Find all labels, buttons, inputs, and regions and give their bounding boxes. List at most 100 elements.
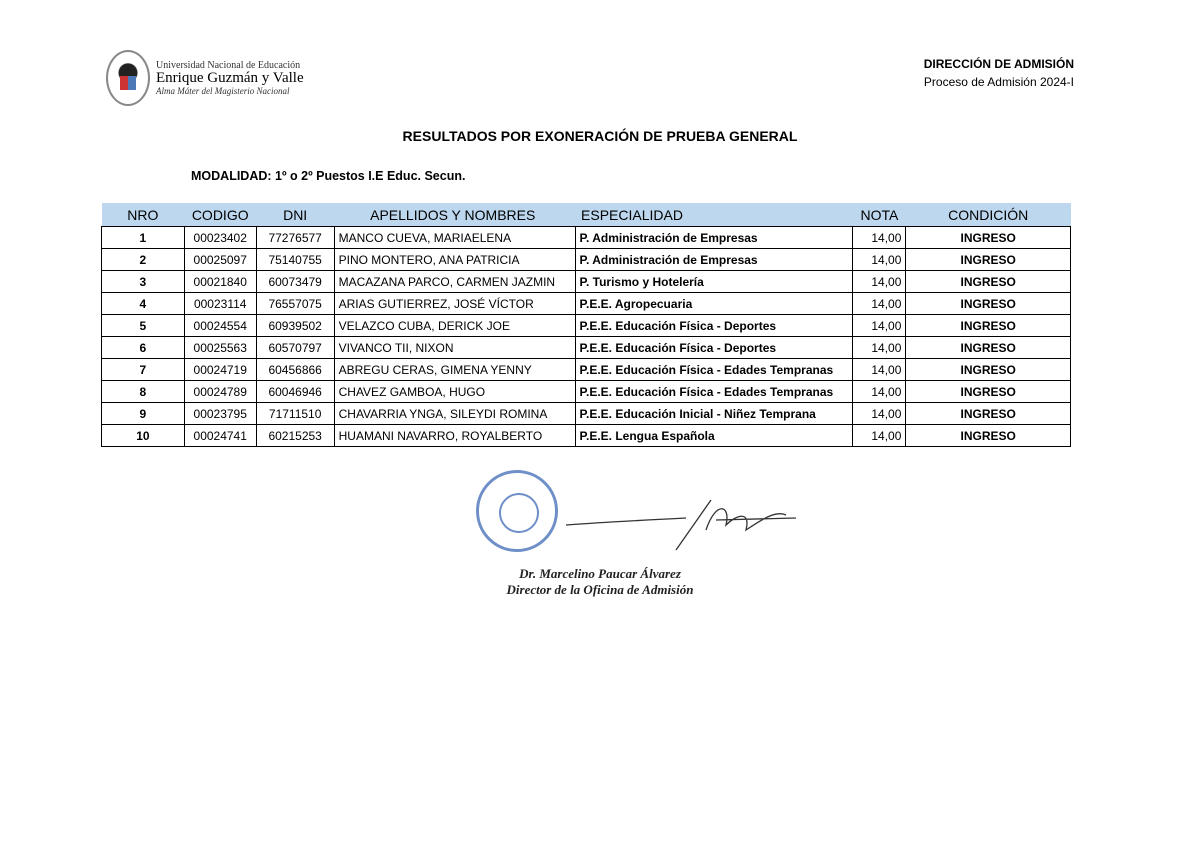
cell-condici-n: INGRESO: [905, 402, 1071, 425]
signature-icon: [566, 499, 797, 551]
modalidad-label: MODALIDAD: 1º o 2º Puestos I.E Educ. Sec…: [191, 169, 466, 183]
signer-role: Director de la Oficina de Admisión: [506, 582, 694, 597]
cell-codigo: 00021840: [183, 270, 257, 293]
university-line2: Enrique Guzmán y Valle: [156, 70, 304, 86]
cell-condici-n: INGRESO: [905, 380, 1071, 403]
cell-nro: 2: [101, 248, 185, 271]
cell-nota: 14,00: [852, 226, 907, 249]
cell-dni: 77276577: [255, 226, 335, 249]
cell-codigo: 00024741: [183, 424, 257, 447]
table-row: 4 00023114 76557075 ARIAS GUTIERREZ, JOSÉ V…: [101, 292, 1071, 315]
cell-dni: 60939502: [255, 314, 335, 337]
cell-nro: 9: [101, 402, 185, 425]
cell-especialidad: P.E.E. Lengua Española: [574, 424, 854, 447]
cell-especialidad: P.E.E. Educación Inicial - Niñez Tempran…: [574, 402, 854, 425]
signer-name: Dr. Marcelino Paucar Álvarez: [519, 566, 681, 581]
table-row: 5 00024554 60939502 VELAZCO CUBA, DERICK JO…: [101, 314, 1071, 337]
cell-especialidad: P.E.E. Educación Física - Deportes: [574, 314, 854, 337]
cell-nota: 14,00: [852, 292, 907, 315]
cell-codigo: 00023402: [183, 226, 257, 249]
cell-nro: 6: [101, 336, 185, 359]
cell-codigo: 00024554: [183, 314, 257, 337]
cell-nro: 1: [101, 226, 185, 249]
cell-dni: 76557075: [255, 292, 335, 315]
cell-nota: 14,00: [852, 314, 907, 337]
cell-apellidos-y-nombres: VIVANCO TII, NIXON: [333, 336, 576, 359]
cell-condici-n: INGRESO: [905, 314, 1071, 337]
cell-apellidos-y-nombres: PINO MONTERO, ANA PATRICIA: [333, 248, 576, 271]
table-row: 3 00021840 60073479 MACAZANA PARCO, CARMEN …: [101, 270, 1071, 293]
cell-nro: 7: [101, 358, 185, 381]
cell-nota: 14,00: [852, 424, 907, 447]
cell-especialidad: P. Administración de Empresas: [574, 248, 854, 271]
cell-codigo: 00023114: [183, 292, 257, 315]
column-header: NRO: [101, 203, 185, 227]
cell-nota: 14,00: [852, 270, 907, 293]
column-header: APELLIDOS Y NOMBRES: [334, 203, 576, 227]
cell-nro: 5: [101, 314, 185, 337]
cell-apellidos-y-nombres: ARIAS GUTIERREZ, JOSÉ VÍCTOR: [333, 292, 576, 315]
director-stamp-icon: [476, 470, 558, 552]
process-name: Proceso de Admisión 2024-I: [923, 75, 1074, 89]
cell-apellidos-y-nombres: MACAZANA PARCO, CARMEN JAZMIN: [333, 270, 576, 293]
cell-condici-n: INGRESO: [905, 248, 1071, 271]
university-line3: Alma Máter del Magisterio Nacional: [156, 86, 290, 96]
table-row: 6 00025563 60570797 VIVANCO TII, NIXON P.E.E…: [101, 336, 1071, 359]
cell-nro: 3: [101, 270, 185, 293]
column-header: CODIGO: [184, 203, 257, 227]
table-row: 9 00023795 71711510 CHAVARRIA YNGA, SILEYDI…: [101, 402, 1071, 425]
column-header: ESPECIALIDAD: [575, 203, 853, 227]
column-header: DNI: [256, 203, 335, 227]
cell-nro: 8: [101, 380, 185, 403]
cell-condici-n: INGRESO: [905, 226, 1071, 249]
cell-condici-n: INGRESO: [905, 270, 1071, 293]
column-header: CONDICIÓN: [905, 203, 1071, 227]
cell-especialidad: P. Turismo y Hotelería: [574, 270, 854, 293]
header-office: DIRECCIÓN DE ADMISIÓN Proceso de Admisió…: [924, 55, 1074, 91]
cell-nota: 14,00: [852, 402, 907, 425]
cell-dni: 60456866: [255, 358, 335, 381]
cell-dni: 60073479: [255, 270, 335, 293]
cell-condici-n: INGRESO: [905, 336, 1071, 359]
cell-nota: 14,00: [852, 358, 907, 381]
cell-nota: 14,00: [852, 380, 907, 403]
cell-nro: 4: [101, 292, 185, 315]
cell-codigo: 00025563: [183, 336, 257, 359]
table-row: 1 00023402 77276577 MANCO CUEVA, MARIAELENA…: [101, 226, 1071, 249]
cell-apellidos-y-nombres: MANCO CUEVA, MARIAELENA: [333, 226, 576, 249]
cell-apellidos-y-nombres: CHAVEZ GAMBOA, HUGO: [333, 380, 576, 403]
cell-dni: 75140755: [255, 248, 335, 271]
university-logo: Universidad Nacional de Educación Enriqu…: [106, 50, 304, 106]
cell-apellidos-y-nombres: ABREGU CERAS, GIMENA YENNY: [333, 358, 576, 381]
cell-condici-n: INGRESO: [905, 358, 1071, 381]
cell-condici-n: INGRESO: [905, 424, 1071, 447]
cell-apellidos-y-nombres: VELAZCO CUBA, DERICK JOE: [333, 314, 576, 337]
signer: Dr. Marcelino Paucar Álvarez Director de…: [0, 566, 1200, 598]
university-line1: Universidad Nacional de Educación: [156, 60, 301, 71]
cell-nota: 14,00: [852, 248, 907, 271]
cell-dni: 60215253: [255, 424, 335, 447]
cell-nota: 14,00: [852, 336, 907, 359]
cell-condici-n: INGRESO: [905, 292, 1071, 315]
results-table: NRO CODIGO DNI APELLIDOS Y NOMBRES ESPECIALI…: [101, 203, 1071, 447]
office-name: DIRECCIÓN DE ADMISIÓN: [923, 57, 1074, 71]
table-row: 7 00024719 60456866 ABREGU CERAS, GIMENA YE…: [101, 358, 1071, 381]
cell-codigo: 00023795: [183, 402, 257, 425]
university-seal-icon: [106, 50, 150, 106]
table-row: 2 00025097 75140755 PINO MONTERO, ANA PATRI…: [101, 248, 1071, 271]
cell-especialidad: P.E.E. Educación Física - Deportes: [574, 336, 854, 359]
cell-especialidad: P. Administración de Empresas: [574, 226, 854, 249]
cell-apellidos-y-nombres: HUAMANI NAVARRO, ROYALBERTO: [333, 424, 576, 447]
cell-codigo: 00024789: [183, 380, 257, 403]
cell-apellidos-y-nombres: CHAVARRIA YNGA, SILEYDI ROMINA: [333, 402, 576, 425]
table-row: 10 00024741 60215253 HUAMANI NAVARRO, ROYAL…: [101, 424, 1071, 447]
cell-especialidad: P.E.E. Educación Física - Edades Tempran…: [574, 380, 854, 403]
cell-nro: 10: [101, 424, 185, 447]
cell-dni: 60570797: [255, 336, 335, 359]
column-header: NOTA: [852, 203, 906, 227]
cell-especialidad: P.E.E. Agropecuaria: [574, 292, 854, 315]
cell-dni: 60046946: [255, 380, 335, 403]
cell-codigo: 00025097: [183, 248, 257, 271]
document-title: RESULTADOS POR EXONERACIÓN DE PRUEBA GEN…: [402, 128, 798, 144]
